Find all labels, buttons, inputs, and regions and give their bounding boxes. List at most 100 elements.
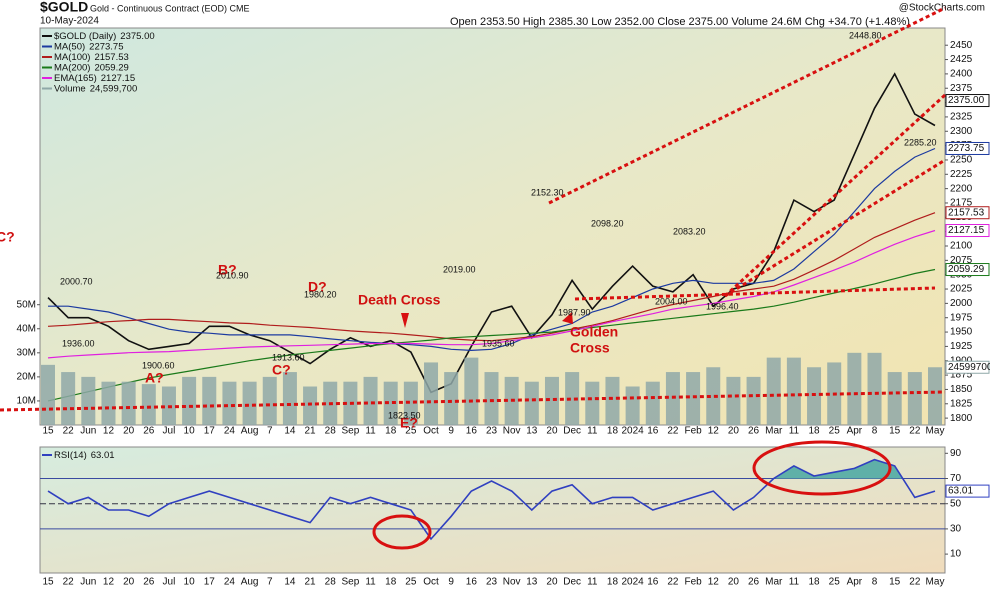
- x-tick-label: 25: [405, 426, 417, 437]
- y2-tick-label: 50M: [17, 299, 36, 310]
- series-line: [48, 147, 936, 352]
- value-badge: 2273.75: [948, 143, 985, 154]
- x-tick-label: 21: [305, 577, 317, 588]
- annotation: Cross: [570, 340, 610, 356]
- x-tick-label: 16: [466, 426, 478, 437]
- price-label: 2010.90: [216, 270, 249, 280]
- quote: Open 2353.50 High 2385.30 Low 2352.00 Cl…: [450, 16, 910, 28]
- x-tick-label: 28: [325, 426, 337, 437]
- legend-value: 63.01: [91, 450, 115, 461]
- x-tick-label: 16: [647, 577, 659, 588]
- volume-bar: [424, 362, 439, 425]
- price-label: 2448.80: [849, 30, 882, 40]
- volume-bar: [182, 376, 197, 425]
- trend-line: [548, 6, 946, 205]
- y2-tick-label: 30M: [17, 347, 36, 358]
- y-tick-label: 1825: [950, 398, 973, 409]
- source: @StockCharts.com: [899, 3, 985, 14]
- volume-bar: [907, 372, 922, 425]
- y-tick-label: 2375: [950, 83, 973, 94]
- volume-bar: [222, 381, 237, 425]
- y-tick-label: 2300: [950, 126, 973, 137]
- y-tick-label: 1800: [950, 413, 973, 424]
- value-badge: 24599700: [948, 362, 990, 373]
- x-tick-label: 25: [405, 577, 417, 588]
- y-tick-label: 2250: [950, 155, 973, 166]
- arrow: [401, 313, 409, 328]
- volume-bar: [867, 352, 882, 425]
- volume-bar: [303, 386, 318, 425]
- x-tick-label: 18: [808, 426, 820, 437]
- x-tick-label: 22: [667, 426, 679, 437]
- x-tick-label: 20: [546, 426, 558, 437]
- volume-bar: [484, 372, 499, 425]
- x-tick-label: 25: [829, 577, 841, 588]
- trend-line: [723, 93, 947, 298]
- x-tick-label: 17: [204, 426, 216, 437]
- value-badge-box: [945, 484, 990, 498]
- x-tick-label: 18: [607, 426, 619, 437]
- volume-bar: [706, 367, 721, 425]
- legend-entry: Volume 24,599,700: [54, 83, 137, 94]
- highlight-ellipse: [372, 514, 432, 550]
- rsi-panel: [39, 446, 946, 574]
- volume-bar: [363, 376, 378, 425]
- legend-entry: MA(50) 2273.75: [54, 41, 124, 52]
- x-tick-label: Feb: [684, 426, 702, 437]
- x-tick-label: 16: [466, 577, 478, 588]
- y-tick-label: 1850: [950, 384, 973, 395]
- x-tick-label: 22: [63, 577, 75, 588]
- y2-tick-label: 20M: [17, 372, 36, 383]
- y-tick-label: 1975: [950, 312, 973, 323]
- price-label: 2019.00: [443, 264, 476, 274]
- x-tick-label: 22: [909, 577, 921, 588]
- y-tick-label: 30: [950, 524, 962, 535]
- volume-bar: [41, 364, 55, 425]
- volume-bar: [403, 381, 418, 425]
- x-tick-label: 22: [63, 426, 75, 437]
- legend-name: Volume: [54, 83, 86, 94]
- x-tick-label: Jun: [80, 577, 96, 588]
- x-tick-label: 10: [184, 577, 196, 588]
- volume-bar: [524, 381, 539, 425]
- x-tick-label: 18: [385, 577, 397, 588]
- instrument-name: Gold - Continuous Contract (EOD) CME: [90, 3, 250, 13]
- x-tick-label: 16: [647, 426, 659, 437]
- legend-name: EMA(165): [54, 73, 97, 84]
- volume-bar: [786, 357, 801, 425]
- x-tick-label: 11: [587, 426, 598, 437]
- highlight-ellipse: [752, 440, 892, 496]
- y-tick-label: 70: [950, 473, 962, 484]
- legend-value: 24,599,700: [90, 83, 138, 94]
- volume-bar: [282, 372, 297, 425]
- x-tick-label: Oct: [423, 577, 439, 588]
- value-badge-box: [945, 94, 990, 108]
- y-tick-label: 2025: [950, 284, 973, 295]
- trend-line: [0, 390, 946, 412]
- x-tick-label: 11: [789, 426, 800, 437]
- price-label: 2285.20: [904, 137, 937, 147]
- x-tick-label: 15: [42, 426, 54, 437]
- y-tick-label: 50: [950, 498, 962, 509]
- x-tick-label: 26: [143, 426, 155, 437]
- volume-bar: [605, 376, 620, 425]
- x-tick-label: 2024: [621, 577, 644, 588]
- y-tick-label: 2175: [950, 198, 973, 209]
- value-badge: 63.01: [948, 486, 973, 497]
- x-tick-label: 26: [143, 577, 155, 588]
- annotation: Golden: [570, 324, 618, 340]
- x-tick-label: 21: [305, 426, 317, 437]
- x-tick-label: Feb: [684, 577, 702, 588]
- x-tick-label: 20: [728, 577, 740, 588]
- price-label: 2098.20: [591, 218, 624, 228]
- x-tick-label: Aug: [241, 577, 259, 588]
- price-label: 1900.60: [142, 360, 175, 370]
- annotation: C?: [0, 229, 15, 245]
- x-tick-label: 11: [365, 577, 376, 588]
- x-tick-label: 14: [284, 577, 296, 588]
- x-tick-label: Oct: [423, 426, 439, 437]
- x-tick-label: 25: [829, 426, 841, 437]
- x-tick-label: Jul: [163, 426, 176, 437]
- y-tick-label: 1950: [950, 327, 973, 338]
